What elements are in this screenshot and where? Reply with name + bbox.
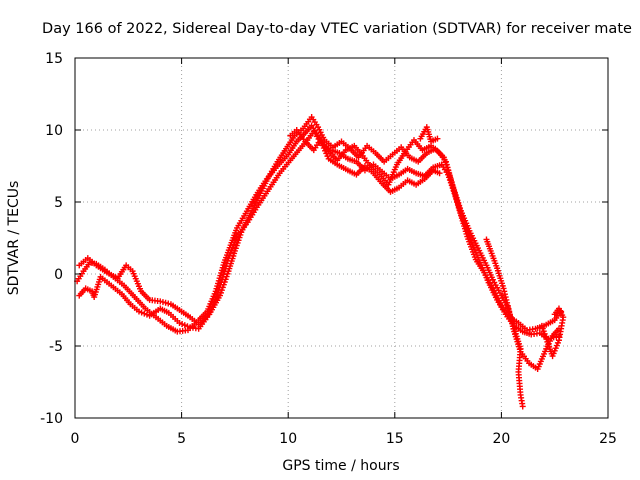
y-tick-label: -10 [40, 411, 63, 427]
data-point [504, 302, 511, 309]
data-point [448, 178, 455, 185]
data-point [551, 311, 558, 318]
x-tick-label: 15 [386, 431, 404, 447]
x-tick-label: 20 [492, 431, 510, 447]
chart-title: Day 166 of 2022, Sidereal Day-to-day VTE… [42, 21, 632, 37]
data-point [443, 161, 450, 168]
y-tick-label: -5 [49, 339, 63, 355]
data-point [446, 173, 453, 180]
data-point [501, 291, 508, 298]
data-point [519, 403, 526, 410]
data-point [501, 288, 508, 295]
x-tick-labels: 0 5 10 15 20 25 [71, 431, 617, 447]
plot-frame [74, 57, 609, 419]
y-axis-label: SDTVAR / TECUs [6, 181, 22, 296]
series-6 [483, 236, 526, 410]
data-point [503, 296, 510, 303]
data-point [500, 285, 507, 292]
series-4 [287, 127, 443, 195]
y-tick-label: 15 [45, 51, 63, 67]
y-tick-labels: -10 -5 0 5 10 15 [40, 51, 63, 427]
data-point [434, 135, 441, 142]
x-tick-label: 25 [599, 431, 617, 447]
data-point [436, 170, 443, 177]
data-series [74, 114, 567, 410]
data-point [442, 158, 449, 165]
x-axis-label: GPS time / hours [282, 458, 399, 474]
data-point [446, 170, 453, 177]
data-point [226, 252, 233, 259]
data-point [445, 167, 452, 174]
data-point [504, 299, 511, 306]
series-7 [538, 305, 567, 360]
data-point [506, 308, 513, 315]
data-point [505, 305, 512, 312]
x-tick-label: 5 [177, 431, 186, 447]
y-tick-label: 5 [54, 195, 63, 211]
series-5 [417, 124, 441, 145]
series-1 [74, 122, 562, 342]
y-tick-label: 10 [45, 123, 63, 139]
axis-ticks [74, 57, 609, 419]
gridlines [75, 58, 608, 418]
y-tick-label: 0 [54, 267, 63, 283]
series-3 [76, 128, 562, 373]
data-point [444, 164, 451, 171]
x-tick-label: 10 [279, 431, 297, 447]
data-point [447, 175, 454, 182]
x-tick-label: 0 [71, 431, 80, 447]
data-point [502, 294, 509, 301]
data-point [231, 238, 238, 245]
series-2 [76, 114, 565, 334]
